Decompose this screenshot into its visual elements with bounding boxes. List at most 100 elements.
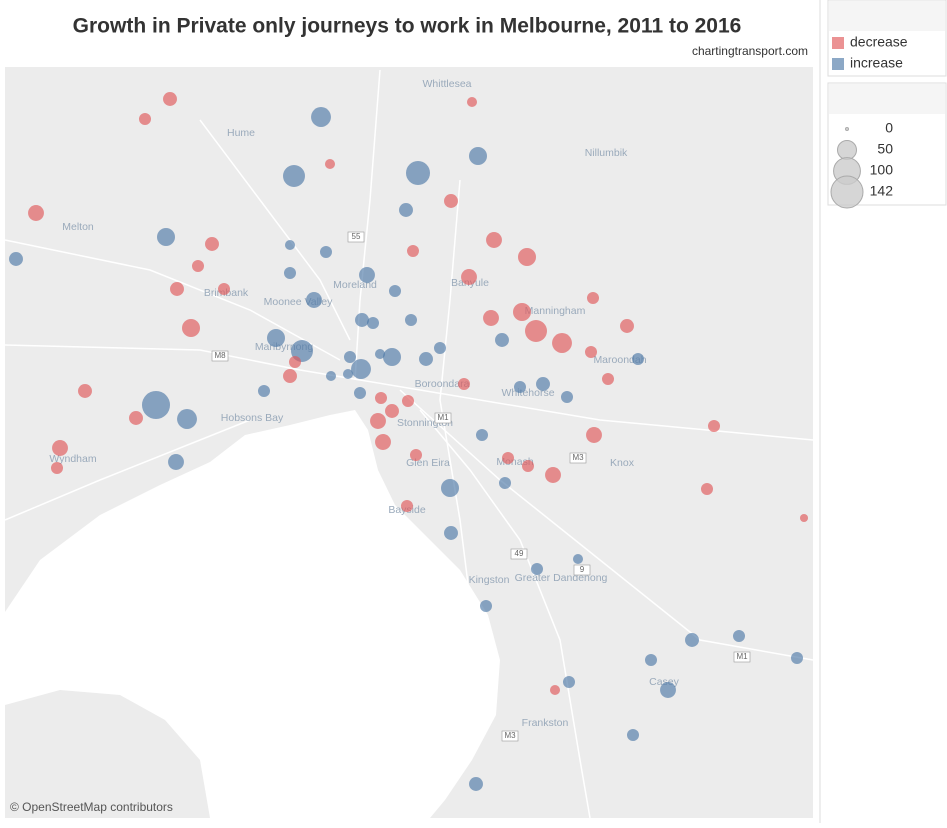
bubble (385, 404, 399, 418)
bubble (483, 310, 499, 326)
bubble (325, 370, 337, 382)
bubble (181, 318, 201, 338)
legend-label: decrease (850, 34, 908, 50)
bubble (374, 391, 388, 405)
bubble (342, 368, 354, 380)
bubble (562, 675, 576, 689)
bubble (584, 345, 598, 359)
size-legend-label: 50 (877, 141, 893, 157)
bubble (444, 526, 458, 540)
road-label: M8 (214, 351, 226, 360)
bubble (375, 434, 391, 450)
bubble (382, 347, 402, 367)
bubble (283, 266, 297, 280)
bubble (319, 245, 333, 259)
bubble (468, 146, 488, 166)
bubble (572, 553, 584, 565)
bubble (191, 259, 205, 273)
bubble (513, 380, 527, 394)
road-shield (733, 651, 751, 663)
road-shield (501, 730, 519, 742)
bubble (163, 92, 177, 106)
bubble (156, 227, 176, 247)
bubble (512, 302, 532, 322)
place-label: Moonee Valley (264, 296, 333, 308)
bubble (525, 320, 547, 342)
bubble (469, 777, 483, 791)
place-label: Frankston (522, 717, 569, 729)
place-label: Knox (610, 457, 635, 469)
bubble (479, 599, 493, 613)
bubble (536, 377, 550, 391)
bubble (306, 292, 322, 308)
bubble (129, 411, 143, 425)
bubble (405, 160, 431, 186)
bubble (501, 451, 515, 465)
bubble (138, 112, 152, 126)
road-shield (211, 350, 229, 362)
bubble (444, 194, 458, 208)
bubble (707, 419, 721, 433)
bubble (388, 284, 402, 298)
road-shield (510, 548, 528, 560)
bubble (440, 478, 460, 498)
bubble (552, 333, 572, 353)
place-label: Hume (227, 127, 255, 139)
bubble (217, 282, 231, 296)
bubble (283, 369, 297, 383)
bubble (283, 165, 305, 187)
bubble (284, 239, 296, 251)
bubble (517, 247, 537, 267)
bubble (353, 386, 367, 400)
bubble (343, 350, 357, 364)
bubble (351, 359, 371, 379)
bubble (419, 352, 433, 366)
bubble (530, 562, 544, 576)
bubble (359, 267, 375, 283)
bubble (586, 427, 602, 443)
size-legend-header (829, 84, 945, 114)
bubble (461, 269, 477, 285)
road-label: M3 (572, 453, 584, 462)
size-legend-label: 142 (870, 183, 894, 199)
bubble (466, 96, 478, 108)
road-label: 55 (352, 232, 361, 241)
attribution: © OpenStreetMap contributors (10, 800, 173, 814)
bubble (311, 107, 331, 127)
bubble (141, 390, 171, 420)
bubble (799, 513, 809, 523)
subtitle: chartingtransport.com (692, 44, 808, 58)
bubble (409, 448, 423, 462)
size-legend-label: 0 (885, 120, 893, 136)
bubble (732, 629, 746, 643)
bubble (586, 291, 600, 305)
bubble (400, 499, 414, 513)
size-legend-circle (830, 175, 864, 209)
place-label: Nillumbik (585, 147, 628, 159)
road-label: M1 (437, 413, 449, 422)
bubble (644, 653, 658, 667)
bubble (790, 651, 804, 665)
bubble (549, 684, 561, 696)
bubble (9, 252, 23, 266)
road-label: M3 (504, 731, 516, 740)
bubble (404, 313, 418, 327)
place-label: Whittlesea (422, 78, 471, 90)
bubble (266, 328, 286, 348)
bubble (78, 384, 92, 398)
bubble (50, 461, 64, 475)
bubble (620, 319, 634, 333)
bubble (486, 232, 502, 248)
title: Growth in Private only journeys to work … (73, 15, 742, 38)
bubble (52, 440, 68, 456)
bubble (660, 682, 676, 698)
road-label: 49 (515, 549, 524, 558)
bubble (28, 205, 44, 221)
bubble (177, 409, 197, 429)
bubble (601, 372, 615, 386)
place-label: Manningham (525, 305, 586, 317)
bubble (366, 316, 380, 330)
bubble (170, 282, 184, 296)
